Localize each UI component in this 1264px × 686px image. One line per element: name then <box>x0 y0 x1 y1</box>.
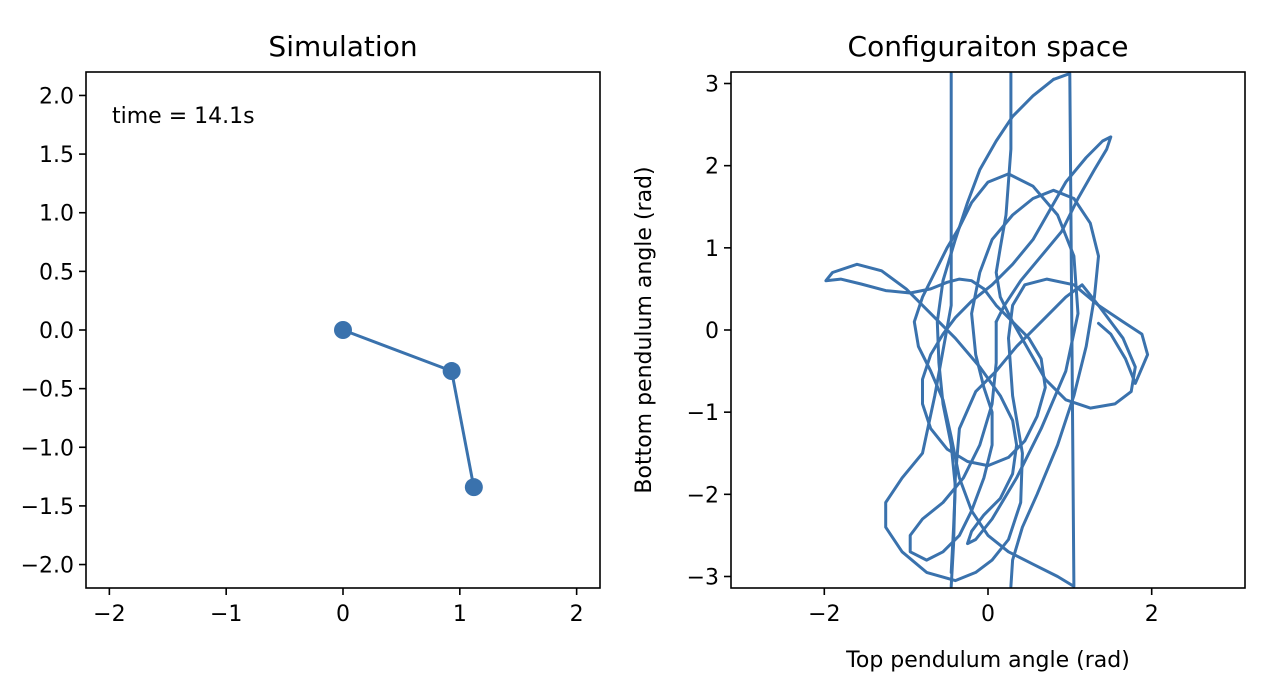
series-line-0 <box>884 72 1150 583</box>
y-tick-label: −3 <box>687 565 719 590</box>
y-tick-label: 2 <box>705 155 719 180</box>
x-tick-label: 2 <box>1145 602 1159 627</box>
configuration-space-chart: Configuraiton space −2 0 2 −3 −2 −1 0 1 2 3 Top … <box>632 30 1246 673</box>
series-line-6 <box>935 77 1055 574</box>
x-tick-label: 2 <box>570 602 584 627</box>
simulation-chart: Simulation time = 14.1s −2 −1 0 1 2 −2.0 −1.5… <box>21 30 601 627</box>
y-tick-label: −1 <box>687 401 719 426</box>
x-tick-label: 0 <box>981 602 995 627</box>
pendulum-bob-marker <box>442 362 461 381</box>
y-tick-label: −1.5 <box>21 495 74 520</box>
simulation-x-ticks: −2 −1 0 1 2 <box>93 588 584 627</box>
series-line-3 <box>921 135 1113 468</box>
x-tick-label: −1 <box>210 602 242 627</box>
simulation-y-ticks: −2.0 −1.5 −1.0 −0.5 0.0 0.5 1.0 1.5 2.0 <box>21 84 86 579</box>
series-line-4 <box>824 172 1080 546</box>
series-line-5 <box>912 72 1076 588</box>
y-tick-label: 0.5 <box>39 260 74 285</box>
y-tick-label: −2 <box>687 483 719 508</box>
x-tick-label: −2 <box>93 602 125 627</box>
trajectory-series <box>824 72 1150 588</box>
pendulum-bob-marker <box>464 478 483 497</box>
series-line-2 <box>908 188 1100 588</box>
pendulum-bob-marker <box>334 321 352 339</box>
x-tick-label: 1 <box>453 602 467 627</box>
y-tick-label: −0.5 <box>21 378 74 403</box>
x-tick-label: −2 <box>808 602 840 627</box>
simulation-title: Simulation <box>268 30 417 63</box>
y-tick-label: 0 <box>705 319 719 344</box>
y-tick-label: −2.0 <box>21 554 74 579</box>
pendulum-series <box>334 321 483 497</box>
configuration-y-ticks: −3 −2 −1 0 1 2 3 <box>687 73 731 590</box>
series-line-1 <box>949 72 1137 588</box>
y-tick-label: 1 <box>705 237 719 262</box>
y-tick-label: 2.0 <box>39 84 74 109</box>
y-tick-label: −1.0 <box>21 436 74 461</box>
y-tick-label: 1.0 <box>39 202 74 227</box>
configuration-x-ticks: −2 0 2 <box>808 588 1159 627</box>
configuration-x-label: Top pendulum angle (rad) <box>845 648 1130 673</box>
series-line-0 <box>341 328 476 489</box>
y-tick-label: 3 <box>705 73 719 98</box>
time-annotation: time = 14.1s <box>112 104 255 129</box>
y-tick-label: 1.5 <box>39 143 74 168</box>
configuration-y-label: Bottom pendulum angle (rad) <box>632 166 657 493</box>
x-tick-label: 0 <box>336 602 350 627</box>
y-tick-label: 0.0 <box>39 319 74 344</box>
configuration-title: Configuraiton space <box>848 30 1129 63</box>
